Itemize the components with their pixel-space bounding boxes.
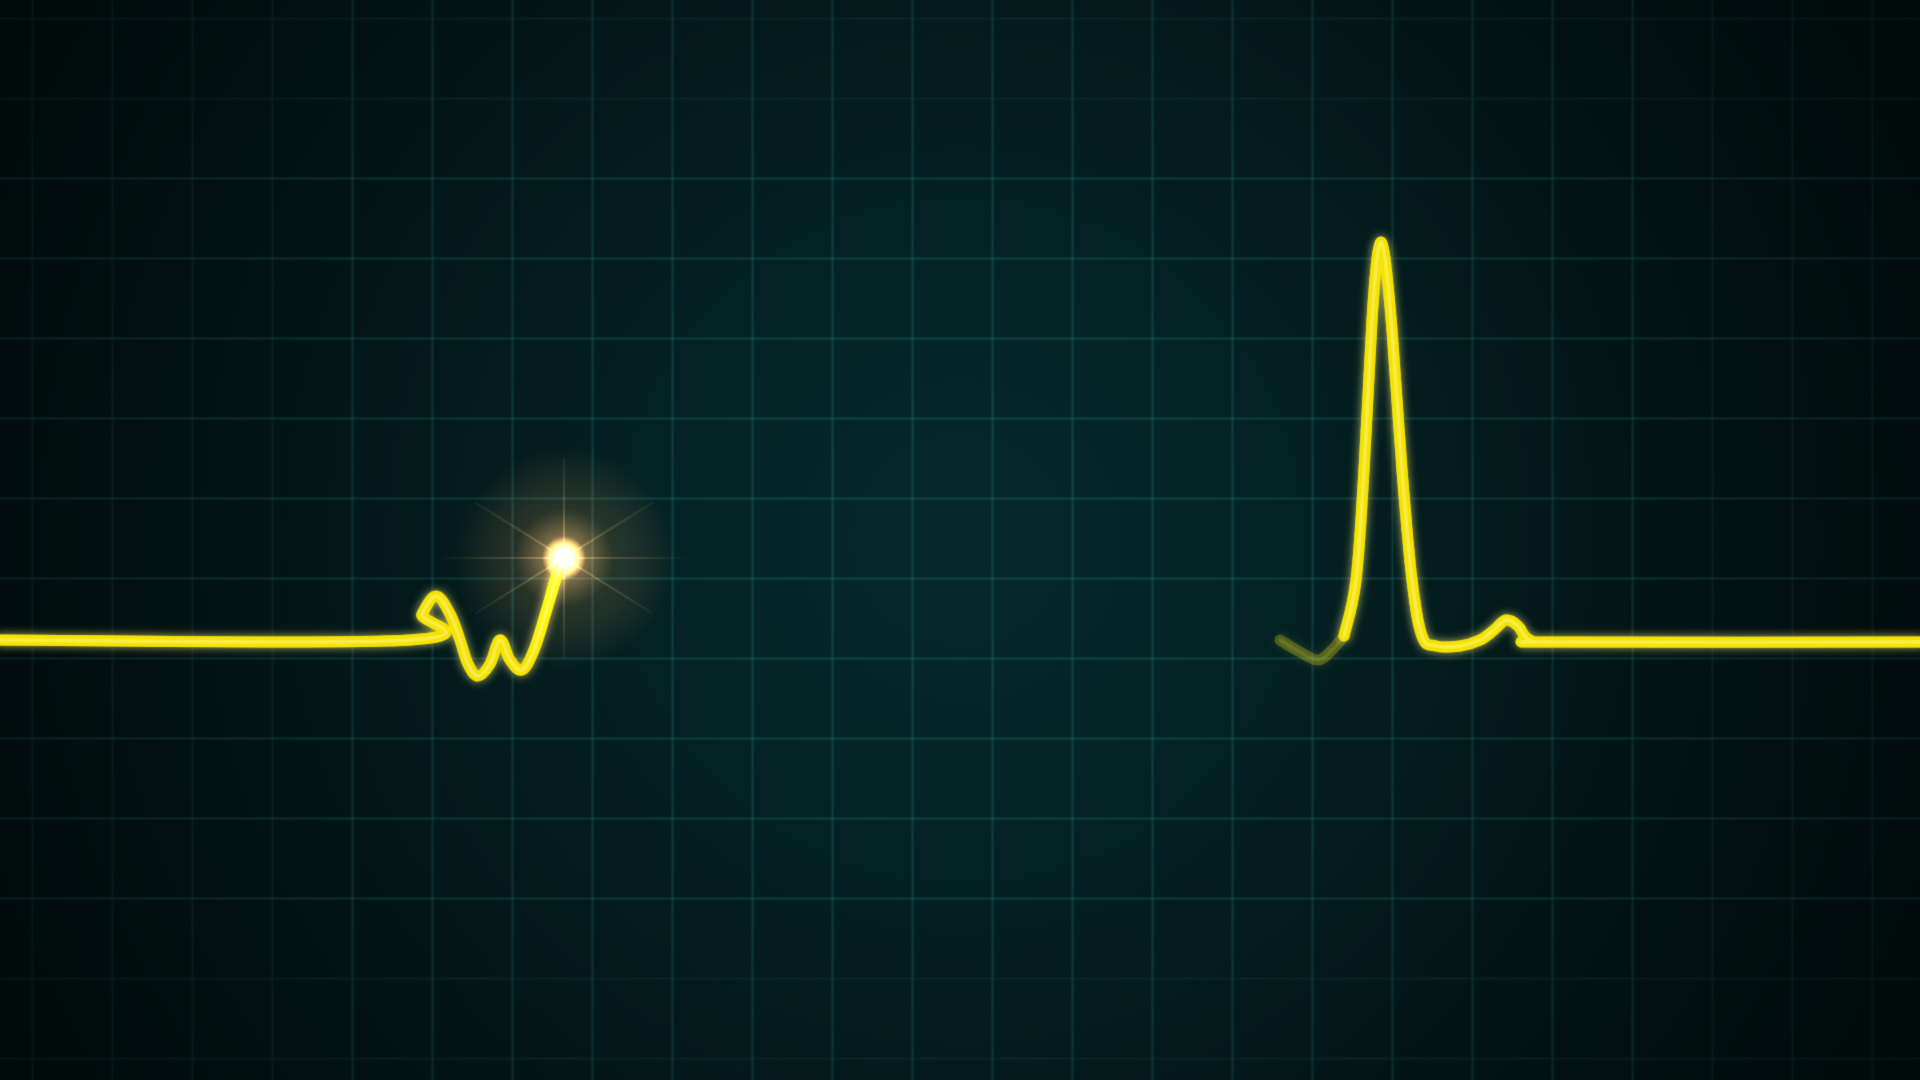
- ecg-monitor-display: [0, 0, 1920, 1080]
